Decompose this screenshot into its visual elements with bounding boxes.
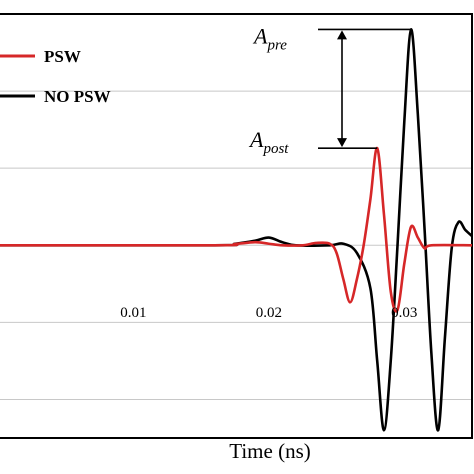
plot-frame	[0, 13, 473, 439]
x-axis-title: Time (ns)	[229, 439, 311, 463]
x-ticks: 0.01 0.02 0.03	[120, 305, 417, 321]
legend: PSW NO PSW	[0, 47, 111, 106]
x-tick-label-1: 0.02	[256, 305, 282, 321]
annotation-arrow-head-top	[337, 30, 347, 40]
series-layer	[0, 28, 473, 432]
annotation-arrow-head-bottom	[337, 138, 347, 148]
legend-label-no-psw: NO PSW	[44, 87, 111, 106]
plot-border	[0, 13, 473, 439]
x-tick-label-2: 0.03	[391, 305, 417, 321]
x-tick-label-0: 0.01	[120, 305, 146, 321]
legend-label-psw: PSW	[44, 47, 81, 66]
series-line-no-psw	[0, 28, 473, 432]
series-line-psw	[0, 146, 473, 313]
